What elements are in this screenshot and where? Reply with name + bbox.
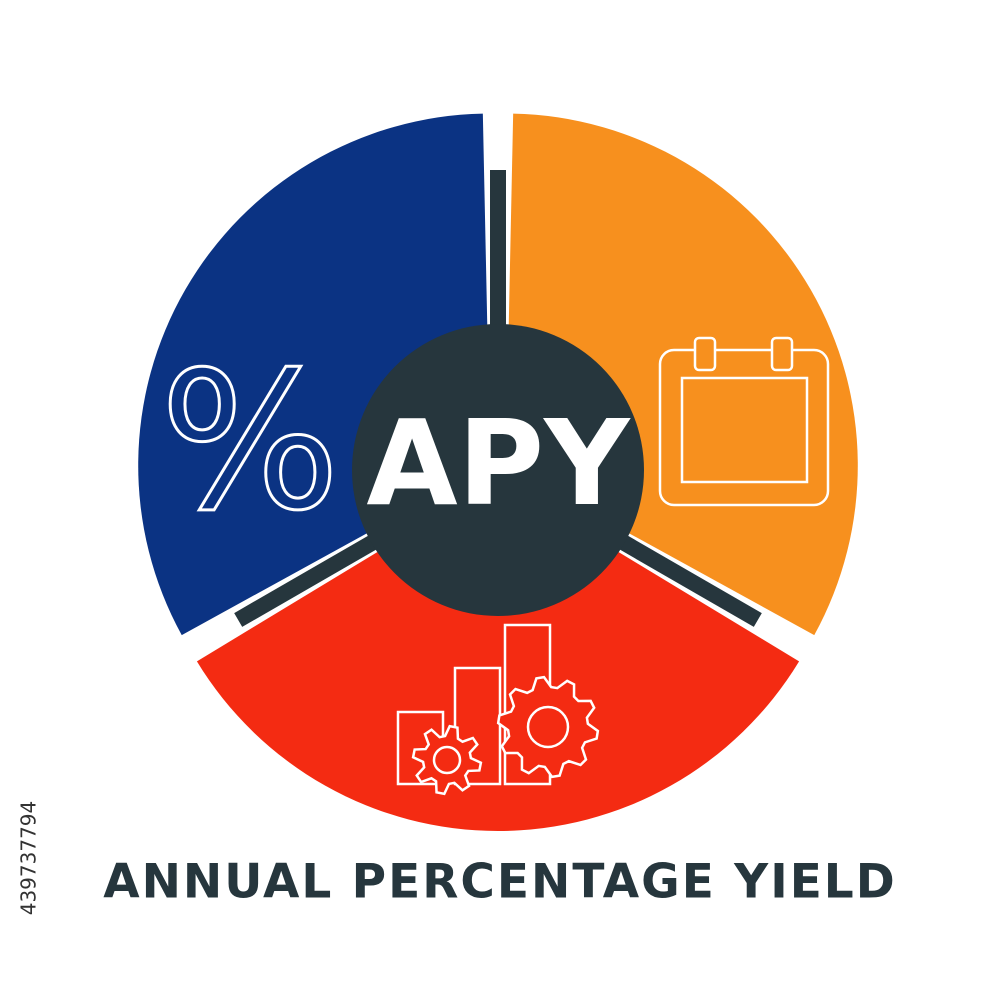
gears (411, 675, 600, 796)
center-label: APY (366, 394, 631, 532)
calendar-ring (693, 336, 717, 372)
growth-icon (396, 623, 600, 796)
calendar-page (680, 376, 809, 484)
caption: ANNUAL PERCENTAGE YIELD (103, 855, 897, 910)
stock-id: 439737794 (17, 801, 41, 916)
gear-hole (526, 705, 570, 749)
gear (496, 675, 600, 779)
calendar-frame (658, 348, 830, 507)
gear (411, 724, 483, 796)
hub (352, 324, 644, 616)
calendar-ring (770, 336, 794, 372)
percent-icon: % (160, 331, 341, 552)
gear-hole (432, 745, 462, 775)
red-segment (196, 479, 800, 832)
calendar-icon (658, 336, 830, 507)
